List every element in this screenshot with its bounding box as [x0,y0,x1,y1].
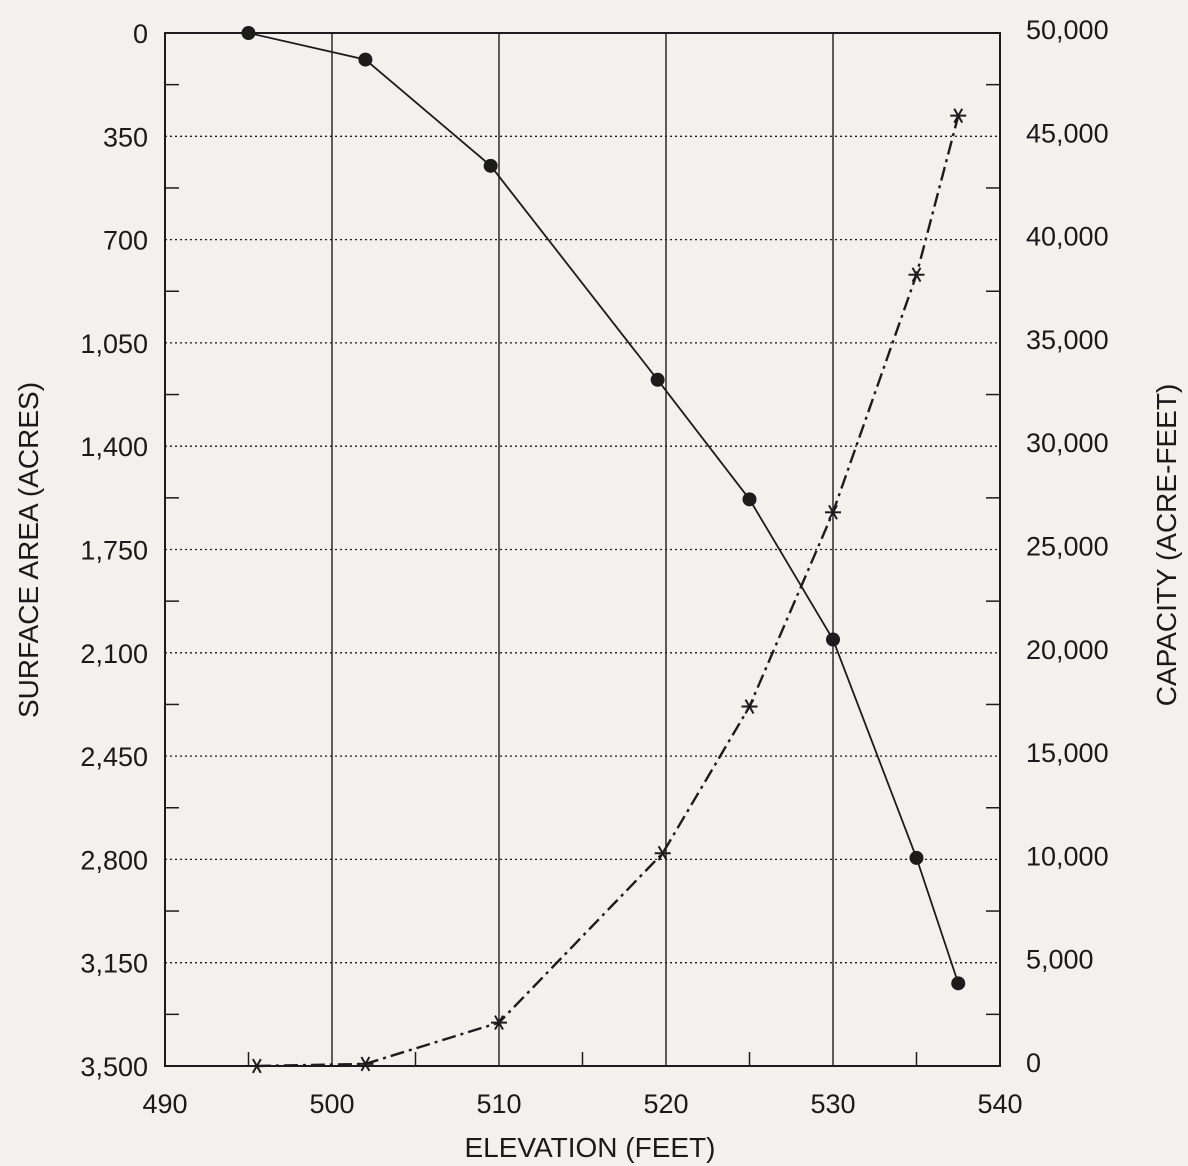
y-left-tick-label: 700 [103,226,148,256]
y-right-tick-label: 10,000 [1026,841,1109,871]
x-tick-label: 540 [977,1089,1022,1119]
y-right-tick-label: 15,000 [1026,738,1109,768]
y-left-tick-label: 1,050 [80,329,148,359]
y-right-tick-label: 25,000 [1026,532,1109,562]
data-point-star [654,845,671,861]
star-stroke [828,504,838,520]
y-left-tick-label: 3,500 [80,1052,148,1082]
data-point-dot [742,492,757,507]
star-stroke [911,267,922,283]
x-tick-label: 530 [810,1089,855,1119]
series-line-2 [256,115,960,1068]
data-point-star [357,1056,374,1072]
x-tick-label: 500 [309,1089,354,1119]
data-point-dot [358,52,373,67]
y-left-tick-label: 3,150 [80,949,148,979]
y-left-tick-label: 1,750 [80,536,148,566]
axes [164,32,1001,1067]
star-stroke [953,108,964,124]
y-left-tick-label: 1,400 [80,432,148,462]
data-point-dot [650,372,665,387]
data-point-star [950,108,967,124]
y-left-tick-label: 2,450 [80,742,148,772]
y-left-tick-label: 2,100 [80,639,148,669]
y-left-tick-label: 2,800 [80,845,148,875]
data-point-star [741,699,758,714]
data-point-star [491,1015,507,1031]
y-right-axis-title: CAPACITY (ACRE-FEET) [1151,384,1182,707]
x-axis-title: ELEVATION (FEET) [465,1132,716,1163]
y-right-tick-label: 45,000 [1026,118,1109,148]
grid [165,33,1000,1066]
star-stroke [494,1015,504,1031]
y-left-tick-label: 0 [133,19,148,49]
y-right-tick-label: 50,000 [1026,15,1109,45]
y-left-axis-title: SURFACE AREA (ACRES) [13,382,44,718]
data-point-dot [909,850,924,865]
series-layer [241,26,967,1074]
x-tick-label: 510 [476,1089,521,1119]
y-right-tick-label: 20,000 [1026,635,1109,665]
data-point-dot [483,158,498,173]
star-stroke [744,699,755,714]
y-right-tick-label: 40,000 [1026,222,1109,252]
y-right-tick-label: 30,000 [1026,428,1109,458]
x-tick-label: 490 [142,1089,187,1119]
y-right-tick-label: 0 [1026,1048,1041,1078]
data-point-dot [826,632,840,647]
y-left-tick-label: 350 [103,122,148,152]
series-line-1 [248,32,960,984]
data-point-star [908,267,925,283]
x-tick-label: 520 [643,1089,688,1119]
star-stroke [657,845,668,861]
data-point-star [825,504,841,520]
y-right-tick-label: 35,000 [1026,325,1109,355]
star-stroke [360,1056,371,1072]
tick-labels: 490 500 510 520 530 54003507001,0501,4001,750… [80,15,1108,1119]
y-right-tick-label: 5,000 [1026,945,1094,975]
data-point-dot [951,976,966,991]
